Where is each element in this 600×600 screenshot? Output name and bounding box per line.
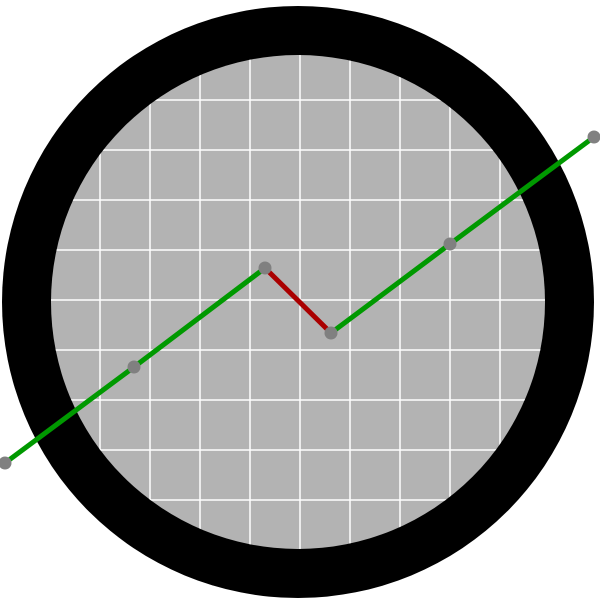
node-d xyxy=(324,326,338,340)
node-b xyxy=(127,360,141,374)
red-path-middle xyxy=(263,266,333,335)
nodes xyxy=(0,130,600,470)
node-a xyxy=(0,456,12,470)
node-f xyxy=(587,130,600,144)
node-c xyxy=(258,261,272,275)
node-e xyxy=(443,237,457,251)
